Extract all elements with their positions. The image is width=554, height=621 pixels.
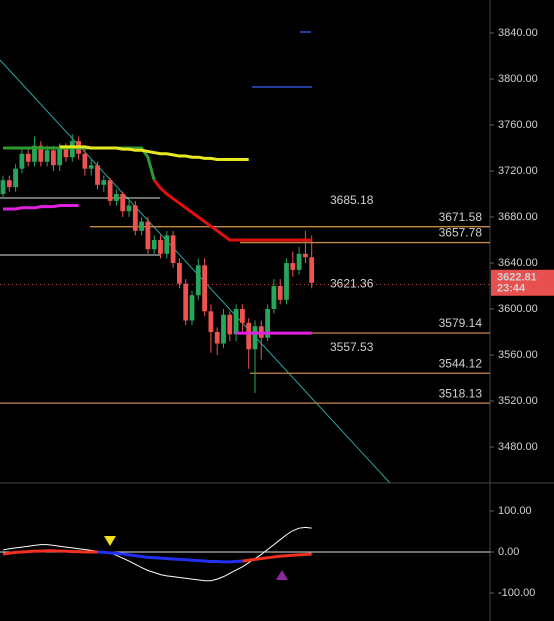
candle-body xyxy=(57,148,63,166)
candle-body xyxy=(265,309,270,338)
candle-body xyxy=(170,235,176,264)
candle-body xyxy=(208,311,214,333)
overlay-line xyxy=(59,145,249,162)
y-tick-label: 3520.00 xyxy=(498,395,538,407)
y-tick-label: 3840.00 xyxy=(498,27,538,39)
candle-body xyxy=(246,322,252,350)
y-tick-label: 3680.00 xyxy=(498,211,538,223)
price-level-label: 3518.13 xyxy=(439,386,483,400)
candle-body xyxy=(101,180,107,185)
price-level-label: 3544.12 xyxy=(439,356,483,370)
y-tick-label: 3480.00 xyxy=(498,441,538,453)
annotation-label: 3557.53 xyxy=(330,340,374,354)
candle-body xyxy=(164,235,170,254)
y-tick-label: 0.00 xyxy=(498,546,519,558)
y-tick-label: 3600.00 xyxy=(498,303,538,315)
candle-body xyxy=(19,153,25,169)
candle-body xyxy=(63,148,69,158)
price-tag xyxy=(491,269,554,296)
candle-body xyxy=(309,257,315,283)
candle-body xyxy=(183,283,189,321)
y-tick-label: 3800.00 xyxy=(498,73,538,85)
candle-body xyxy=(233,309,239,335)
overlay-line xyxy=(153,179,312,242)
trend-line xyxy=(0,59,391,484)
candle-body xyxy=(88,165,94,169)
y-tick-label: 3640.00 xyxy=(498,257,538,269)
candle-body xyxy=(32,145,37,162)
candle-body xyxy=(145,221,151,250)
y-tick-label: 100.00 xyxy=(498,505,532,517)
y-tick-label: 3720.00 xyxy=(498,165,538,177)
price-level-label: 3671.58 xyxy=(439,210,483,224)
price-level-label: 3657.78 xyxy=(439,226,483,240)
candle-body xyxy=(202,265,207,312)
candle-body xyxy=(25,153,31,162)
candle-body xyxy=(44,150,50,162)
y-tick-label: 3760.00 xyxy=(498,119,538,131)
candle-body xyxy=(132,205,138,231)
indicator-line xyxy=(242,552,312,563)
candle-body xyxy=(227,314,233,335)
candle-body xyxy=(195,265,201,296)
annotation-label: 3685.18 xyxy=(330,193,374,207)
candle-body xyxy=(120,194,126,212)
signal-marker-down xyxy=(104,536,116,546)
candle-body xyxy=(177,263,182,284)
candle-body xyxy=(139,221,144,231)
price-level-label: 3579.14 xyxy=(439,316,483,330)
candle-body xyxy=(189,295,195,321)
price-tag-countdown: 23:44 xyxy=(497,283,526,295)
candle-body xyxy=(290,263,296,270)
candle-body xyxy=(38,145,44,162)
candle-body xyxy=(107,180,113,201)
indicator-line xyxy=(97,550,243,564)
candle-body xyxy=(303,253,308,258)
indicator-line xyxy=(2,549,98,556)
y-tick-label: -100.00 xyxy=(498,587,535,599)
candle-body xyxy=(240,309,245,323)
price-tag-value: 3622.81 xyxy=(497,272,537,284)
candle-body xyxy=(0,180,6,195)
candle-body xyxy=(277,286,283,300)
candle-body xyxy=(284,263,289,300)
candle-body xyxy=(51,150,56,166)
candle-body xyxy=(214,332,220,344)
signal-marker-up xyxy=(276,570,288,580)
overlay-line xyxy=(3,204,79,211)
candle-body xyxy=(271,286,277,310)
candle-body xyxy=(296,253,302,270)
y-tick-label: 3560.00 xyxy=(498,349,538,361)
candle-body xyxy=(221,314,226,344)
candle-body xyxy=(82,153,88,169)
annotation-label: 3621.36 xyxy=(330,277,374,291)
candle-body xyxy=(126,205,132,212)
candle-body xyxy=(6,180,12,188)
indicator-line xyxy=(2,526,312,582)
candle-body xyxy=(114,194,119,201)
candle-body xyxy=(13,168,18,188)
candle-body xyxy=(158,240,163,254)
candle-body xyxy=(95,165,100,185)
candle-body xyxy=(151,240,157,250)
candle-body xyxy=(252,326,258,350)
